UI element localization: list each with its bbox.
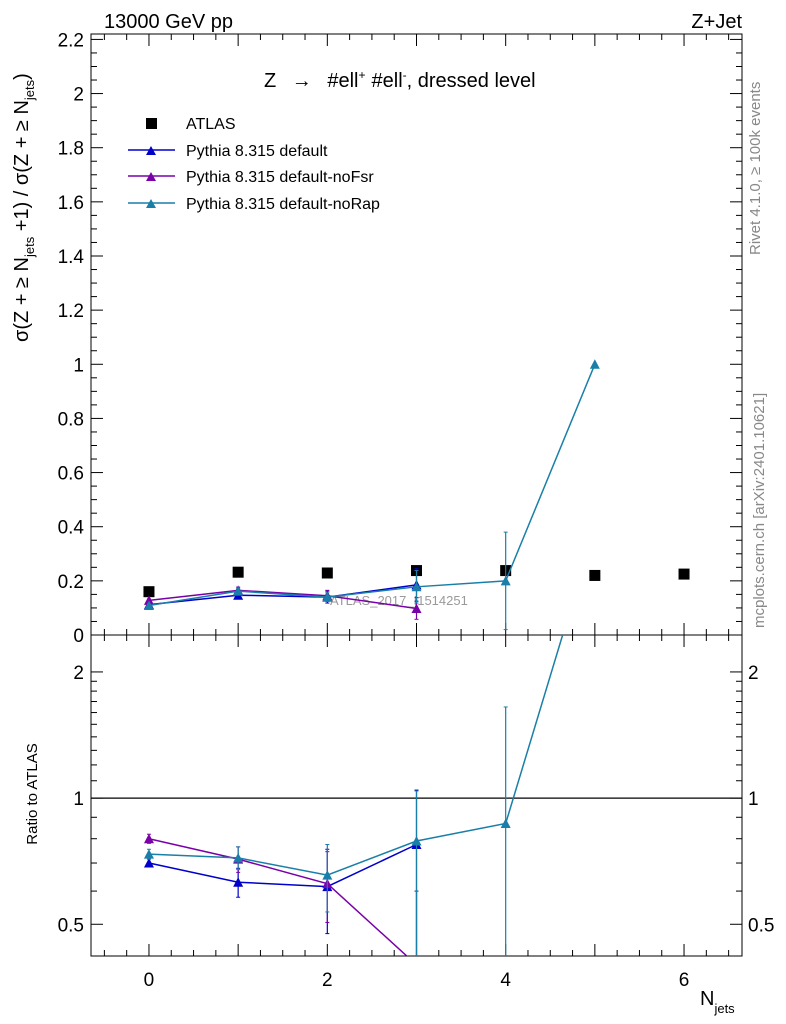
ratio-y-tick-label: 1: [73, 789, 84, 810]
noRap-ratio-point: [322, 870, 333, 880]
x-tick-label: 6: [679, 970, 690, 991]
noFsr-ratio-point: [143, 833, 154, 844]
legend-label-nofsr: Pythia 8.315 default-noFsr: [186, 169, 374, 186]
main-y-tick-label: 2.2: [58, 30, 84, 51]
noRap-ratio-point: [500, 818, 511, 828]
main-y-tick-label: 1.2: [58, 301, 84, 322]
main-y-tick-label: 1: [73, 355, 84, 376]
main-axes: 0 0.2 0.4 0.6 0.8 1 1.2 1.4 1.6 1.8 2 2.2: [58, 30, 742, 647]
header-energy-label: 13000 GeV pp: [104, 11, 233, 33]
main-series-group: [143, 359, 690, 631]
noRap-ratio-line: [148, 635, 564, 876]
noRap-ratio-point: [143, 849, 154, 859]
ratio-y-tick-label-right: 2: [748, 663, 759, 684]
legend-marker-norap: [146, 199, 156, 208]
default-ratio-line: [148, 843, 417, 888]
atlas-data-point: [321, 567, 333, 579]
default-series-line: [148, 584, 417, 606]
main-y-tick-label: 1.8: [58, 139, 84, 160]
legend-entry-default: Pythia 8.315 default: [128, 143, 328, 160]
noRap-ratio-point: [411, 836, 422, 846]
noRap-series-line: [148, 363, 596, 607]
ratio-y-tick-label: 2: [73, 663, 84, 684]
ratio-y-axis-label: Ratio to ATLAS: [24, 743, 41, 844]
x-tick-label: 4: [500, 970, 511, 991]
noFsr-data-point: [143, 595, 154, 605]
legend-marker-default: [146, 146, 156, 155]
atlas-data-point: [678, 568, 690, 580]
header-process-label: Z+Jet: [691, 11, 742, 33]
main-y-tick-label: 2: [73, 85, 84, 106]
legend-label-atlas: ATLAS: [186, 116, 236, 133]
analysis-watermark: ATLAS_2017_I1514251: [330, 593, 468, 608]
main-y-tick-label: 1.4: [58, 247, 85, 268]
noFsr-ratio-point: [412, 960, 422, 970]
noRap-data-point: [500, 575, 511, 586]
main-y-tick-label: 1.6: [58, 193, 84, 214]
atlas-data-point: [232, 566, 244, 578]
ratio-axes: 0.5 0.5 1 1 2 2 0 2 4 6: [58, 635, 774, 991]
main-y-tick-label: 0.8: [58, 409, 84, 430]
rivet-version-label: Rivet 4.1.0, ≥ 100k events: [747, 82, 764, 255]
x-tick-label: 2: [322, 970, 333, 991]
noRap-data-point: [143, 600, 154, 610]
default-ratio-point: [143, 858, 154, 868]
x-tick-label: 0: [144, 970, 155, 991]
x-axis-label: Njets: [700, 988, 735, 1016]
ratio-y-tick-label: 0.5: [58, 915, 84, 936]
atlas-data-point: [589, 569, 601, 581]
legend-entry-nofsr: Pythia 8.315 default-noFsr: [128, 169, 374, 186]
legend-entry-norap: Pythia 8.315 default-noRap: [128, 196, 380, 213]
noRap-data-point: [322, 592, 333, 602]
legend-label-default: Pythia 8.315 default: [186, 143, 328, 160]
noFsr-ratio-line: [148, 837, 408, 956]
noRap-data-point: [411, 581, 422, 592]
noRap-data-point: [589, 359, 600, 369]
main-y-tick-label: 0.6: [58, 464, 84, 485]
noRap-ratio-point: [233, 852, 244, 863]
legend-marker-nofsr: [146, 172, 156, 181]
legend-entry-atlas: ATLAS: [146, 116, 236, 133]
legend-marker-atlas: [146, 118, 157, 129]
main-y-tick-label: 0.4: [58, 518, 85, 539]
main-y-axis-label: σ(Z + ≥ Njets +1) / σ(Z + ≥ Njets): [11, 73, 37, 342]
default-ratio-point: [233, 877, 244, 887]
legend: ATLAS Pythia 8.315 default Pythia 8.315 …: [128, 116, 380, 213]
noFsr-data-point: [411, 603, 422, 613]
ratio-y-tick-label-right: 0.5: [748, 915, 774, 936]
atlas-data-point: [143, 586, 155, 598]
main-y-tick-label: 0: [73, 626, 84, 647]
plot-title: Z → #ell+ #ell-, dressed level: [264, 68, 536, 92]
noRap-data-point: [233, 586, 244, 596]
legend-label-norap: Pythia 8.315 default-noRap: [186, 196, 380, 213]
noRap-ratio-point: [590, 523, 600, 533]
ratio-y-tick-label-right: 1: [748, 789, 759, 810]
noFsr-series-line: [148, 589, 417, 610]
ratio-series-group: [143, 523, 600, 970]
main-y-tick-label: 0.2: [58, 572, 84, 593]
mcplots-label: mcplots.cern.ch [arXiv:2401.10621]: [751, 393, 768, 628]
